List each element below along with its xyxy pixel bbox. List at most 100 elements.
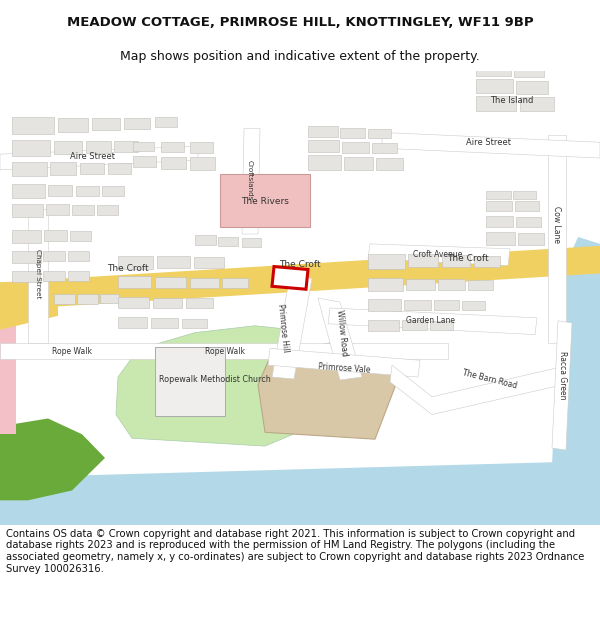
Bar: [218, 237, 238, 246]
Bar: [404, 300, 431, 310]
Bar: [376, 158, 403, 170]
Bar: [43, 271, 65, 281]
Polygon shape: [0, 282, 58, 330]
Bar: [68, 251, 89, 261]
Bar: [54, 294, 75, 304]
Bar: [133, 156, 156, 167]
Bar: [518, 233, 544, 245]
Text: Rope Walk: Rope Walk: [52, 347, 92, 356]
Bar: [308, 126, 338, 138]
Text: Croftslands: Croftslands: [247, 159, 253, 200]
Polygon shape: [552, 321, 572, 450]
Bar: [442, 255, 470, 266]
Bar: [77, 294, 98, 304]
Polygon shape: [548, 136, 566, 343]
Bar: [124, 118, 150, 129]
Text: Map shows position and indicative extent of the property.: Map shows position and indicative extent…: [120, 49, 480, 62]
Bar: [97, 206, 118, 215]
Bar: [50, 162, 76, 175]
Text: Contains OS data © Crown copyright and database right 2021. This information is : Contains OS data © Crown copyright and d…: [6, 529, 584, 574]
Polygon shape: [0, 461, 600, 525]
Text: Racca Green: Racca Green: [559, 351, 568, 399]
Bar: [190, 157, 215, 170]
Text: Primrose Vale: Primrose Vale: [317, 362, 370, 374]
Bar: [12, 251, 41, 262]
Polygon shape: [272, 266, 308, 289]
Bar: [402, 320, 427, 330]
Polygon shape: [0, 146, 198, 170]
Bar: [161, 157, 186, 169]
Bar: [308, 155, 341, 170]
Bar: [12, 184, 45, 198]
Bar: [476, 79, 513, 93]
Bar: [102, 186, 124, 196]
Bar: [408, 254, 438, 266]
Bar: [92, 118, 120, 131]
Bar: [368, 299, 401, 311]
Bar: [108, 163, 131, 174]
Polygon shape: [390, 365, 562, 414]
Bar: [372, 143, 397, 153]
Bar: [514, 66, 544, 77]
Bar: [133, 142, 154, 151]
Bar: [118, 297, 149, 308]
Text: Aire Street: Aire Street: [466, 138, 511, 147]
Polygon shape: [268, 348, 420, 377]
Polygon shape: [116, 326, 310, 446]
Bar: [182, 319, 207, 328]
Polygon shape: [28, 209, 48, 342]
Polygon shape: [318, 298, 362, 380]
Polygon shape: [368, 244, 510, 266]
Polygon shape: [328, 308, 537, 334]
Bar: [515, 201, 539, 211]
Bar: [43, 251, 65, 261]
Bar: [222, 278, 248, 288]
Bar: [368, 320, 399, 331]
Text: Ropewalk Methodist Church: Ropewalk Methodist Church: [159, 374, 271, 384]
Bar: [516, 217, 541, 227]
Bar: [476, 64, 511, 76]
Bar: [161, 142, 184, 152]
Bar: [155, 117, 177, 128]
Bar: [12, 162, 47, 176]
Bar: [516, 81, 548, 94]
Bar: [190, 142, 213, 153]
Bar: [308, 140, 339, 152]
Bar: [486, 232, 515, 245]
Bar: [186, 298, 213, 308]
Text: Garden Lane: Garden Lane: [406, 316, 455, 325]
Bar: [438, 279, 465, 290]
Bar: [80, 163, 104, 174]
Bar: [242, 238, 261, 247]
Polygon shape: [0, 419, 105, 501]
Bar: [194, 257, 224, 268]
Text: Willow Road: Willow Road: [335, 309, 349, 356]
Bar: [118, 317, 147, 328]
Text: Primrose Hill: Primrose Hill: [276, 303, 290, 352]
Polygon shape: [552, 237, 600, 525]
Bar: [68, 271, 89, 281]
Bar: [44, 230, 67, 241]
Text: The Croft: The Croft: [107, 264, 149, 273]
Text: MEADOW COTTAGE, PRIMROSE HILL, KNOTTINGLEY, WF11 9BP: MEADOW COTTAGE, PRIMROSE HILL, KNOTTINGL…: [67, 16, 533, 29]
Bar: [118, 256, 153, 269]
Bar: [476, 96, 516, 111]
Bar: [151, 318, 178, 328]
Text: The Croft: The Croft: [447, 254, 489, 263]
Bar: [118, 276, 151, 288]
Bar: [46, 204, 69, 215]
Bar: [12, 271, 40, 282]
Bar: [190, 278, 219, 288]
Bar: [12, 204, 43, 217]
Polygon shape: [0, 322, 16, 434]
Bar: [12, 117, 54, 134]
Text: Aire Street: Aire Street: [71, 152, 115, 161]
Polygon shape: [242, 129, 260, 234]
Polygon shape: [382, 132, 600, 158]
Bar: [430, 321, 453, 330]
Bar: [486, 191, 511, 199]
Bar: [86, 141, 111, 153]
Bar: [342, 142, 369, 153]
Bar: [155, 348, 225, 416]
Bar: [54, 141, 82, 154]
